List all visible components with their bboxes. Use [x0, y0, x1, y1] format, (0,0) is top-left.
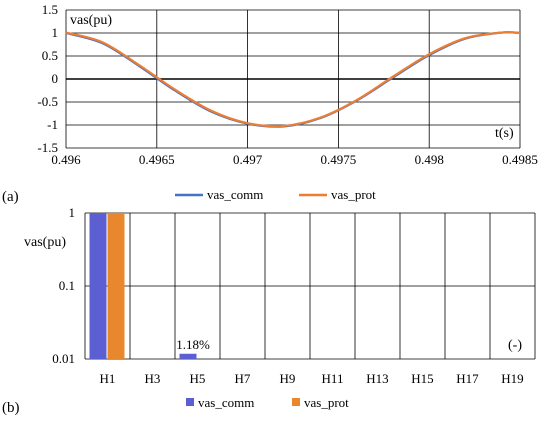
legend-b-vas-comm-swatch [186, 398, 194, 406]
chart-b-x-tick: H3 [145, 371, 161, 386]
chart-a-y-tick: -1.5 [37, 140, 58, 155]
chart-b-grid [84, 212, 536, 360]
chart-a-y-tick: -0.5 [37, 94, 58, 109]
chart-a-x-ticks: 0.496 0.4965 0.497 0.4975 0.498 0.4985 [51, 152, 538, 167]
chart-a-x-label: t(s) [495, 126, 514, 141]
legend-a-vas-prot-label: vas_prot [331, 187, 376, 202]
chart-b-x-tick: H5 [190, 371, 206, 386]
chart-b-y-tick: 0.1 [59, 278, 75, 293]
chart-b-x-tick: H11 [322, 371, 344, 386]
figure-label-b: (b) [2, 400, 20, 416]
legend-b-vas-prot-swatch [292, 398, 300, 406]
chart-b-x-ticks: H1 H3 H5 H7 H9 H11 H13 H15 H17 H19 [100, 371, 524, 386]
legend-b-vas-comm-label: vas_comm [198, 395, 254, 410]
chart-b-unit-label: (-) [508, 338, 522, 353]
chart-a-y-tick: -1 [47, 117, 58, 132]
chart-a-series [65, 31, 521, 128]
legend-a-vas-comm-label: vas_comm [207, 187, 263, 202]
chart-a-y-tick: 0.5 [42, 48, 58, 63]
chart-b-y-tick: 1 [69, 205, 76, 220]
chart-b-annotation-h5: 1.18% [176, 337, 210, 352]
chart-b-bar-vas-comm-h5 [179, 353, 197, 359]
chart-b-x-tick: H17 [456, 371, 479, 386]
chart-a-x-tick: 0.496 [51, 152, 81, 167]
chart-a-legend: vas_comm vas_prot [175, 187, 376, 202]
chart-a-x-tick: 0.4975 [321, 152, 357, 167]
legend-b-vas-prot-label: vas_prot [304, 395, 349, 410]
chart-b-x-tick: H1 [100, 371, 116, 386]
chart-b-bars [89, 213, 197, 359]
chart-b-y-label: vas(pu) [24, 235, 66, 250]
chart-a-y-ticks: 1.5 1 0.5 0 -0.5 -1 -1.5 [37, 2, 58, 155]
chart-b-bar-vas-prot-h1 [107, 213, 125, 359]
chart-b-x-tick: H13 [366, 371, 388, 386]
chart-a-x-tick: 0.498 [415, 152, 444, 167]
chart-a-x-tick: 0.497 [233, 152, 263, 167]
chart-b-y-ticks: 1 0.1 0.01 [52, 205, 75, 366]
chart-b-legend: vas_comm vas_prot [186, 395, 349, 410]
chart-b-bar-vas-comm-h1 [89, 213, 107, 359]
chart-b-x-tick: H7 [235, 371, 251, 386]
chart-a-y-label: vas(pu) [70, 13, 112, 28]
chart-a: 1.5 1 0.5 0 -0.5 -1 -1.5 0.496 0.4965 0.497 0.497… [37, 2, 537, 202]
chart-a-series-line-vas-prot [65, 31, 521, 128]
chart-a-y-tick: 1 [52, 25, 59, 40]
figure-label-a: (a) [2, 189, 19, 205]
chart-a-y-tick: 0 [52, 71, 59, 86]
chart-b: 1 0.1 0.01 H1 H3 H5 H7 H9 H11 H13 H15 H17 H19 vas(p… [24, 205, 536, 410]
chart-b-y-tick: 0.01 [52, 351, 75, 366]
chart-a-y-tick: 1.5 [42, 2, 58, 17]
chart-b-x-tick: H15 [411, 371, 433, 386]
chart-a-x-tick: 0.4985 [502, 152, 538, 167]
chart-b-x-tick: H9 [280, 371, 296, 386]
chart-a-x-tick: 0.4965 [139, 152, 175, 167]
chart-b-x-tick: H19 [501, 371, 523, 386]
